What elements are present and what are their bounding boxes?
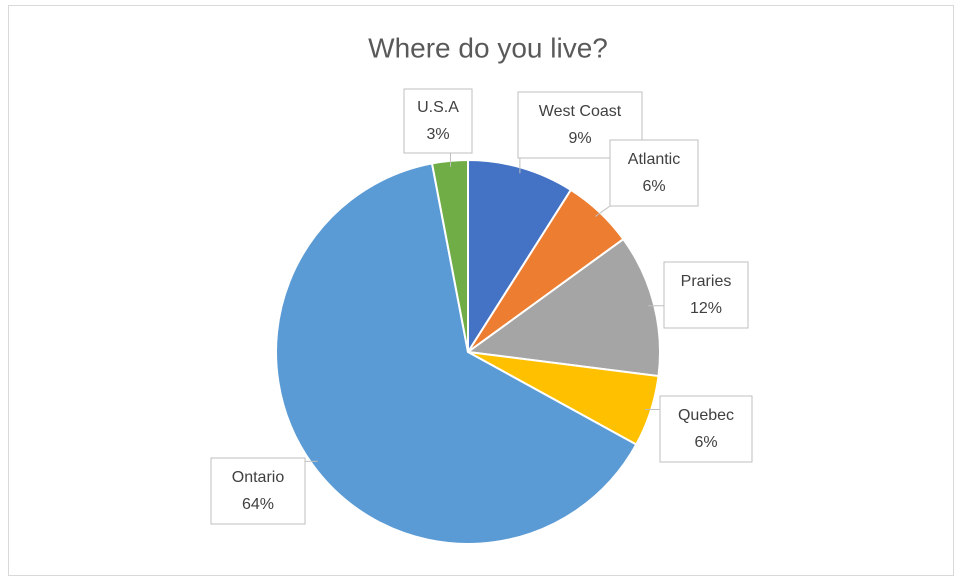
pie-slice (430, 158, 469, 353)
pie-slice (275, 162, 638, 545)
pie-slice (465, 237, 661, 378)
leader-line (595, 205, 611, 217)
label-value: 6% (642, 178, 665, 195)
label-name: Praries (681, 273, 732, 290)
label-box (663, 261, 749, 329)
label-name: West Coast (539, 103, 622, 120)
label-box (403, 88, 473, 154)
label-name: U.S.A (417, 99, 459, 116)
slices (275, 158, 661, 545)
label-value: 12% (690, 300, 722, 317)
label-value: 9% (568, 130, 591, 147)
chart-title: Where do you live? (368, 32, 608, 63)
label-box (659, 395, 753, 463)
label-value: 3% (426, 126, 449, 143)
label-value: 64% (242, 496, 274, 513)
label-box (210, 457, 306, 525)
label-name: Quebec (678, 407, 734, 424)
label-value: 6% (694, 434, 717, 451)
pie-slice (467, 158, 573, 356)
label-box (609, 139, 699, 207)
label-name: Atlantic (628, 151, 680, 168)
label-name: Ontario (232, 469, 285, 486)
